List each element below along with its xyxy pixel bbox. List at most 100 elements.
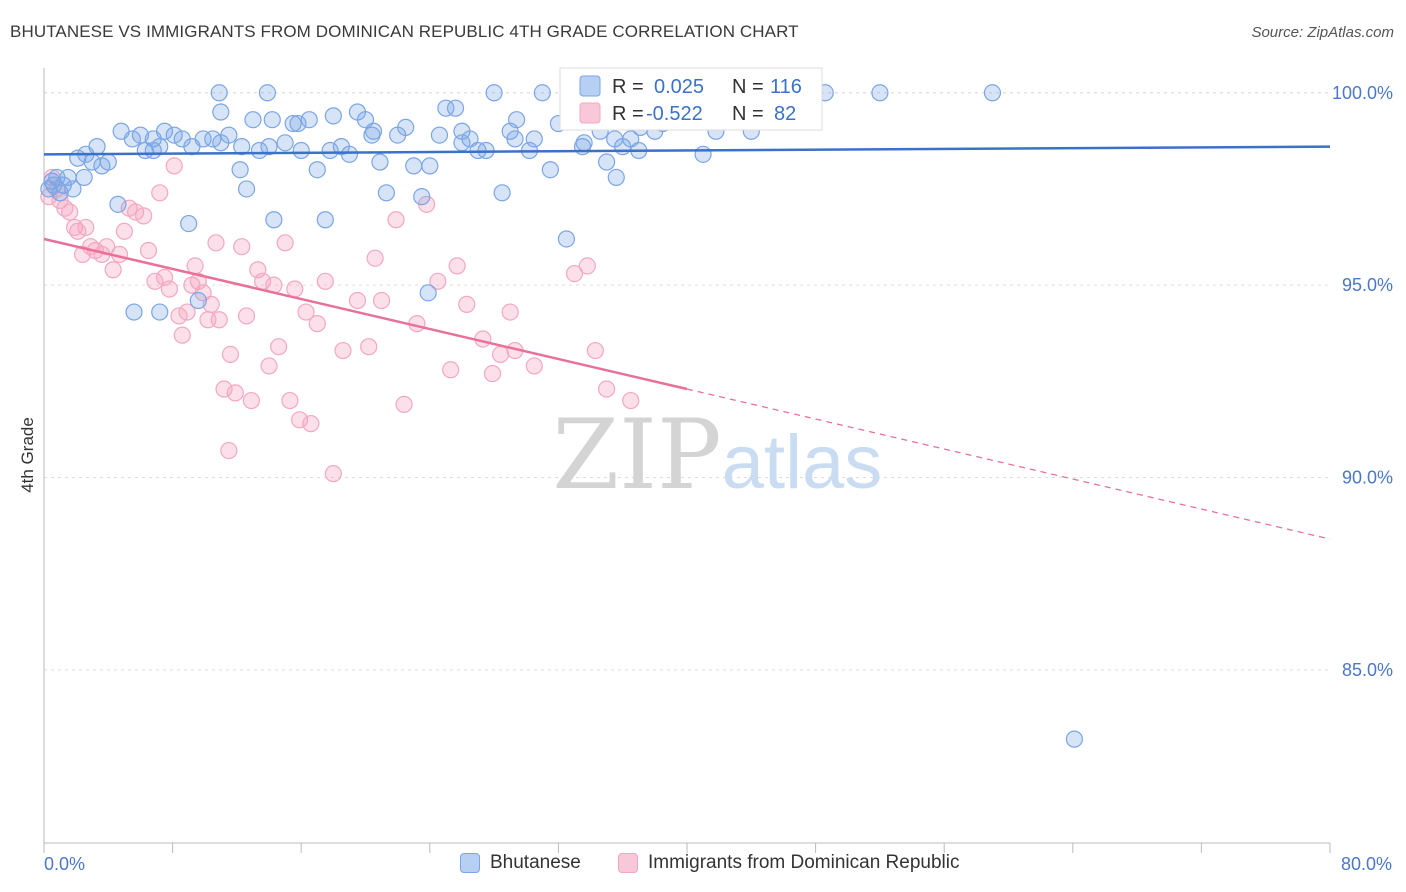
trend-line-dominican <box>43 237 688 391</box>
point-dominican <box>366 249 384 267</box>
point-bhutanese <box>557 230 576 248</box>
axes <box>43 68 1331 853</box>
point-bhutanese <box>321 141 339 160</box>
point-bhutanese <box>109 195 127 213</box>
legend-n-value-1: 116 <box>770 76 802 98</box>
point-bhutanese <box>151 303 169 321</box>
point-dominican <box>115 222 133 240</box>
legend-item-dominican: Immigrants from Dominican Republic <box>618 852 960 874</box>
legend-swatch-bhutanese <box>579 75 601 97</box>
point-bhutanese <box>194 130 212 148</box>
point-bhutanese <box>265 211 283 229</box>
point-dominican <box>302 415 320 433</box>
point-dominican <box>598 380 616 398</box>
point-bhutanese <box>419 284 437 302</box>
point-bhutanese <box>258 84 277 102</box>
point-dominican <box>491 345 510 363</box>
point-dominican <box>226 384 244 402</box>
point-bhutanese <box>244 111 262 129</box>
point-dominican <box>220 441 238 460</box>
point-dominican <box>448 257 466 275</box>
point-bhutanese <box>231 161 249 179</box>
y-tick-labels: 100.0% 95.0% 90.0% 85.0% <box>1332 83 1393 680</box>
legend-r-label-2: R = <box>612 103 644 125</box>
point-bhutanese <box>125 303 143 321</box>
stats-legend: R = 0.025 N = 116 R = -0.522 N = 82 <box>559 67 823 131</box>
point-bhutanese <box>983 84 1002 102</box>
point-dominican <box>622 391 640 410</box>
point-dominican <box>233 238 251 256</box>
point-bhutanese <box>324 107 342 125</box>
point-bhutanese <box>93 157 111 175</box>
point-bhutanese <box>180 214 198 233</box>
point-bhutanese <box>316 211 334 229</box>
point-bhutanese <box>75 168 93 187</box>
legend-label-bhutanese: Bhutanese <box>490 852 581 873</box>
y-tick-label: 90.0% <box>1342 468 1393 488</box>
point-bhutanese <box>210 84 228 102</box>
point-bhutanese <box>606 130 624 148</box>
point-bhutanese <box>292 141 310 160</box>
legend-swatch-icon <box>618 853 638 873</box>
legend-r-value-1: 0.025 <box>654 76 704 98</box>
point-bhutanese <box>263 111 281 129</box>
point-dominican <box>160 280 178 298</box>
point-dominican <box>139 241 158 260</box>
point-bhutanese <box>397 118 415 137</box>
point-bhutanese <box>430 126 449 144</box>
point-dominican <box>334 341 352 360</box>
legend-r-value-2: -0.522 <box>646 103 703 125</box>
point-dominican <box>372 291 391 310</box>
point-dominican <box>501 303 519 321</box>
point-dominican <box>395 395 413 414</box>
point-dominican <box>237 307 256 325</box>
point-dominican <box>565 265 584 283</box>
point-bhutanese <box>204 130 222 148</box>
point-bhutanese <box>413 188 431 206</box>
point-dominican <box>458 295 476 313</box>
point-bhutanese <box>421 157 439 175</box>
point-dominican <box>202 295 220 313</box>
point-dominican <box>290 411 309 429</box>
point-dominican <box>165 157 183 175</box>
y-axis-title: 4th Grade <box>18 417 37 493</box>
point-bhutanese <box>446 99 465 117</box>
trend-line-dominican-extension <box>686 388 1331 540</box>
point-dominican <box>170 307 188 325</box>
point-dominican <box>270 338 288 356</box>
point-bhutanese <box>437 99 455 117</box>
point-dominican <box>586 341 604 360</box>
point-dominican <box>297 303 315 321</box>
y-tick-label: 95.0% <box>1342 275 1393 295</box>
point-bhutanese <box>88 138 106 156</box>
point-dominican <box>146 272 164 290</box>
point-bhutanese <box>340 145 359 163</box>
point-dominican <box>429 272 447 290</box>
x-tick-max: 80.0% <box>1341 854 1392 874</box>
point-bhutanese <box>405 157 423 175</box>
y-tick-label: 100.0% <box>1332 83 1393 103</box>
point-dominican <box>260 357 278 375</box>
gridlines <box>44 92 1330 671</box>
chart-title: BHUTANESE VS IMMIGRANTS FROM DOMINICAN R… <box>10 22 799 41</box>
point-dominican <box>281 391 299 410</box>
point-bhutanese <box>506 130 524 148</box>
watermark-atlas: atlas <box>722 420 883 505</box>
point-dominican <box>348 291 367 310</box>
point-bhutanese <box>250 141 269 160</box>
point-bhutanese <box>284 114 302 133</box>
point-bhutanese <box>144 141 162 160</box>
point-bhutanese <box>371 153 389 171</box>
point-bhutanese <box>493 184 511 202</box>
point-dominican <box>316 272 334 290</box>
source-label: Source: ZipAtlas.com <box>1251 24 1394 41</box>
point-bhutanese <box>155 122 174 140</box>
legend-label-dominican: Immigrants from Dominican Republic <box>648 852 960 873</box>
point-bhutanese <box>165 126 183 144</box>
point-dominican <box>242 391 260 410</box>
point-dominican <box>324 465 342 483</box>
point-dominican <box>525 357 543 375</box>
point-bhutanese <box>212 134 230 152</box>
trend-line-bhutanese <box>43 145 1331 156</box>
